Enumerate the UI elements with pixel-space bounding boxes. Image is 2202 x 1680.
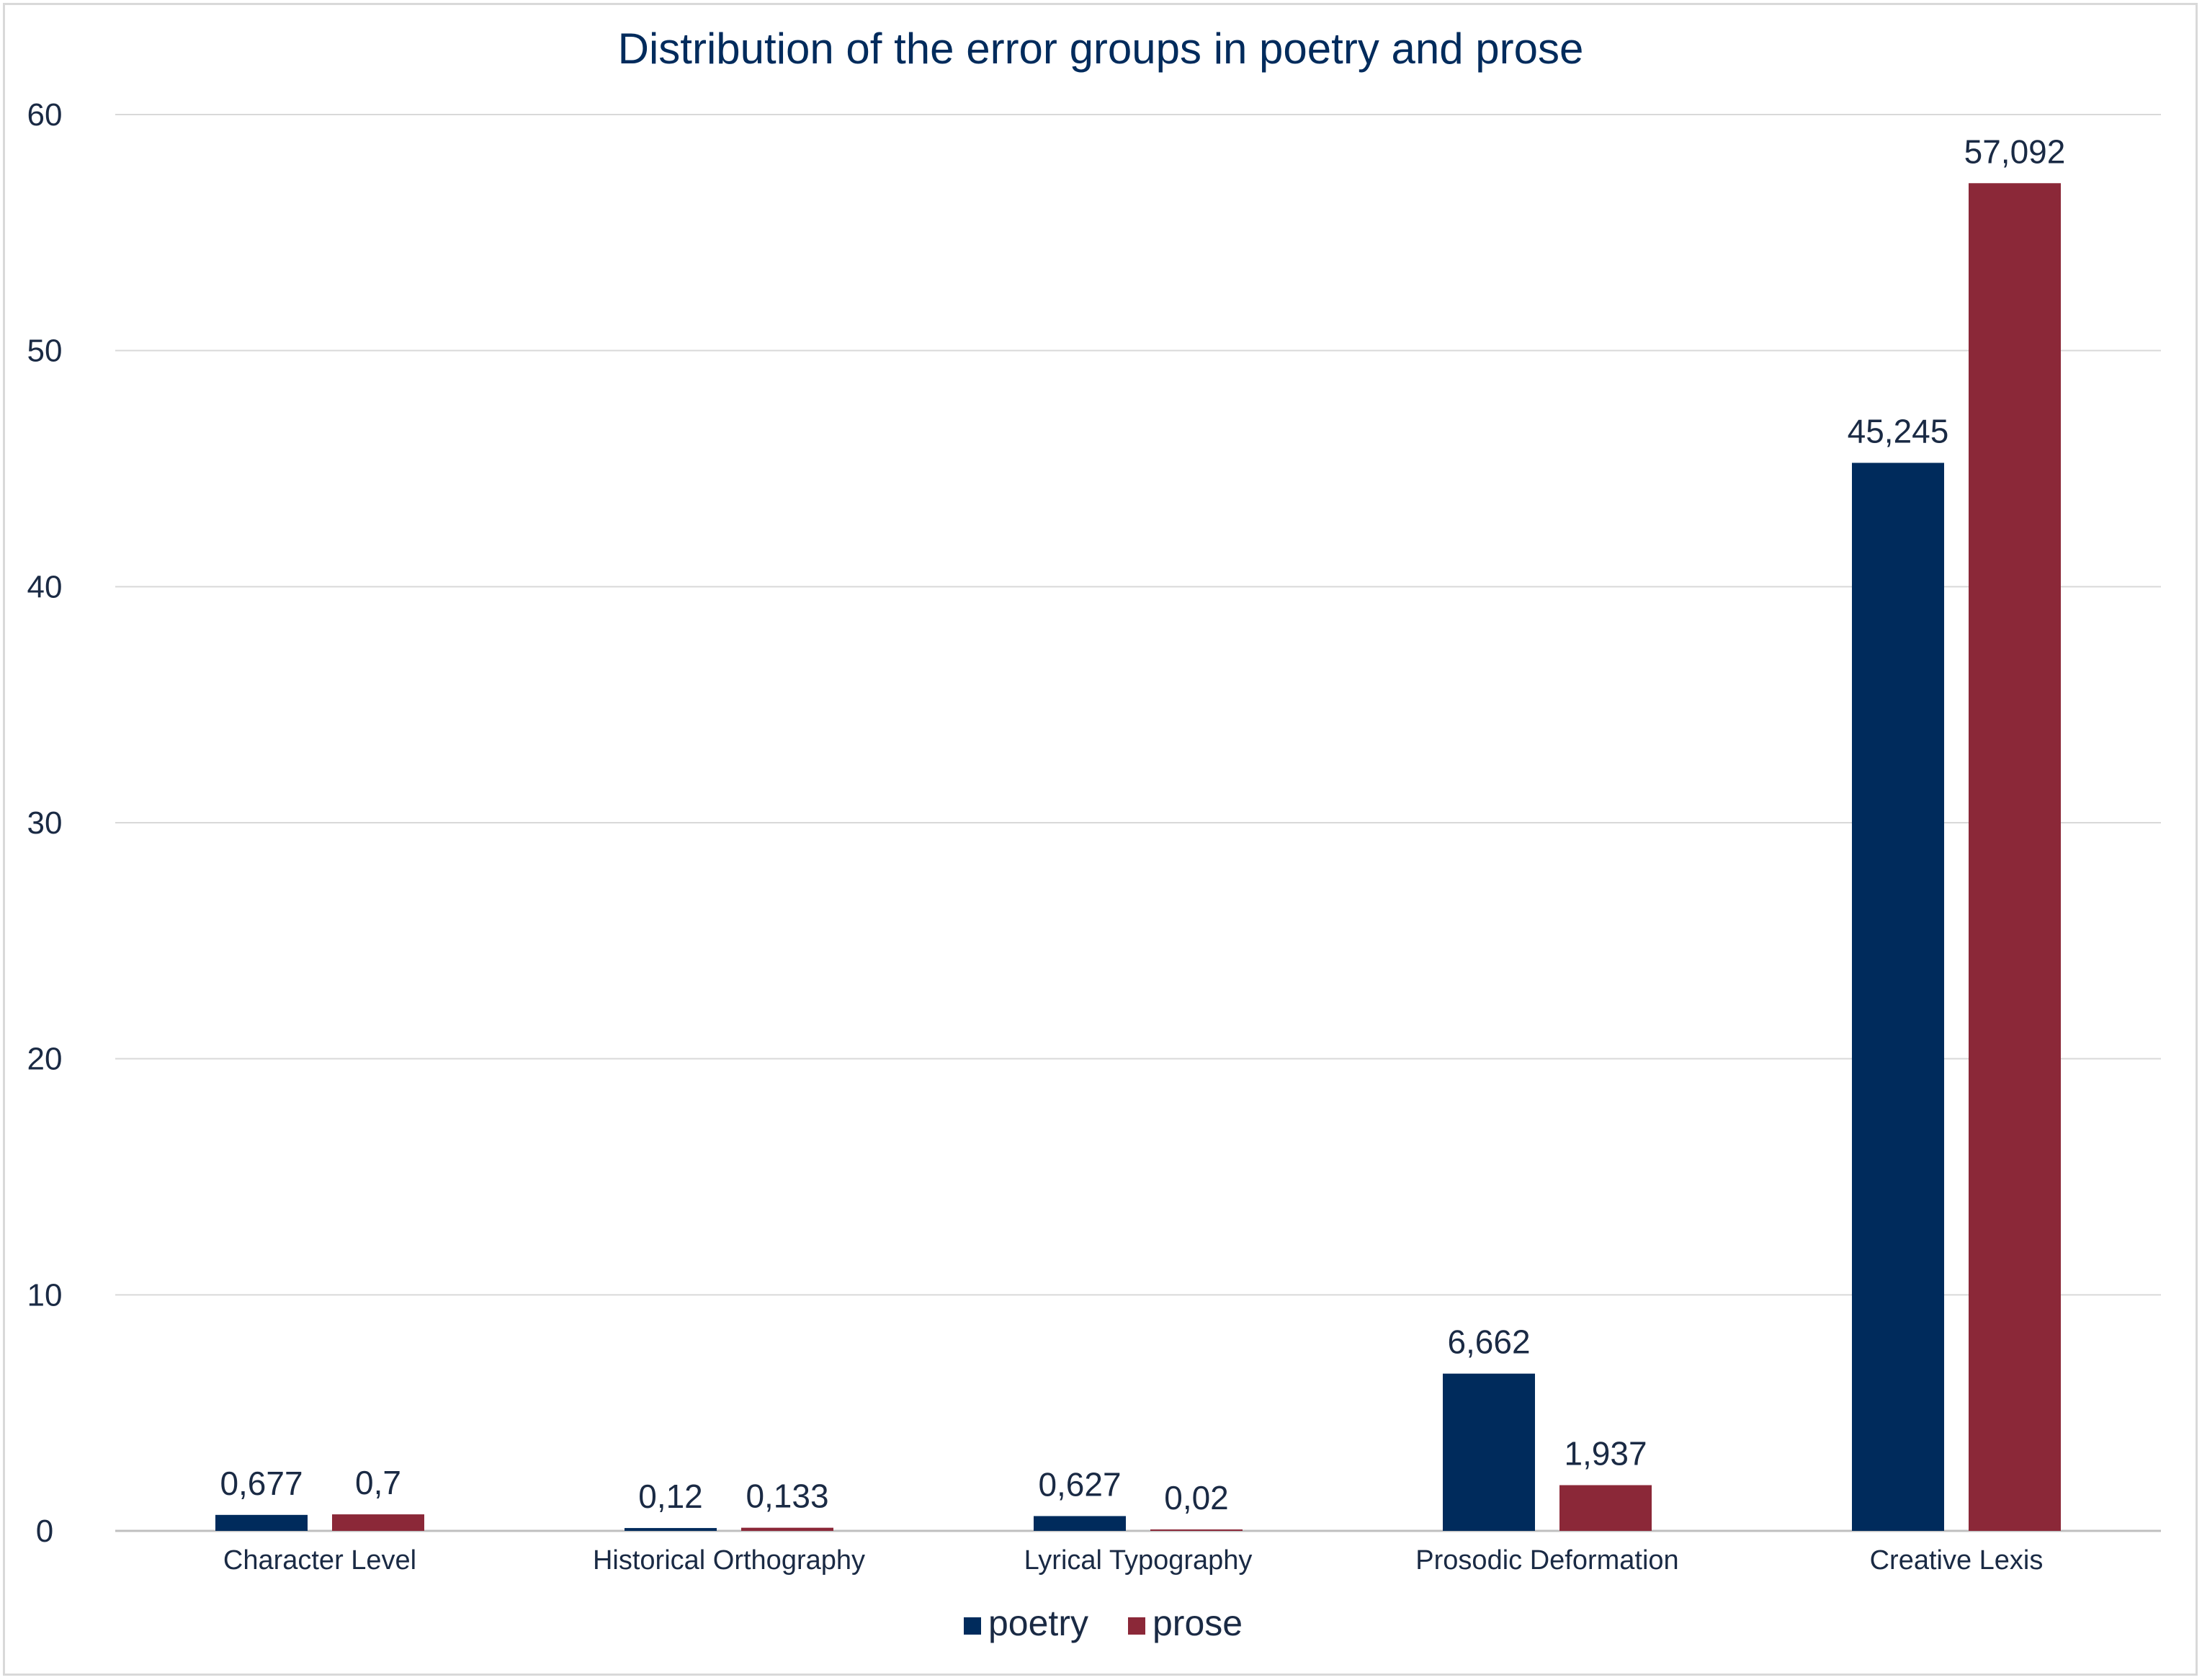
- data-label-poetry: 45,245: [1848, 412, 1949, 450]
- bar-prose: [1150, 1529, 1243, 1531]
- y-tick-label: 20: [27, 1042, 63, 1077]
- x-axis-categories: Character Level Historical Orthography Lyr…: [223, 1545, 2044, 1576]
- category-label: Creative Lexis: [1870, 1545, 2044, 1576]
- y-tick-label: 30: [27, 805, 63, 841]
- bar-poetry: [1852, 463, 1944, 1531]
- y-tick-label: 0: [36, 1514, 53, 1549]
- legend-label-prose: prose: [1153, 1603, 1243, 1643]
- data-label-poetry: 0,627: [1038, 1465, 1121, 1503]
- gridlines: [115, 114, 2161, 1532]
- y-tick-label: 40: [27, 569, 63, 604]
- bar-poetry: [1034, 1516, 1126, 1531]
- bar-prose: [332, 1514, 424, 1531]
- data-label-poetry: 0,12: [638, 1478, 703, 1515]
- y-tick-label: 60: [27, 97, 63, 133]
- bar-poetry: [625, 1528, 717, 1531]
- data-label-prose: 0,133: [746, 1478, 828, 1515]
- category-label: Lyrical Typography: [1024, 1545, 1253, 1576]
- category-label: Character Level: [223, 1545, 416, 1576]
- bar-prose: [1969, 183, 2061, 1532]
- data-label-poetry: 0,677: [220, 1465, 303, 1502]
- category-label: Historical Orthography: [593, 1545, 865, 1576]
- bar-prose: [1559, 1485, 1652, 1531]
- data-label-poetry: 6,662: [1447, 1323, 1530, 1361]
- data-label-prose: 1,937: [1564, 1435, 1647, 1473]
- data-label-prose: 0,02: [1164, 1479, 1229, 1516]
- y-tick-label: 50: [27, 334, 63, 369]
- legend-swatch-poetry: [964, 1617, 981, 1635]
- legend-swatch-prose: [1128, 1617, 1145, 1635]
- data-label-prose: 57,092: [1964, 133, 2066, 170]
- category-label: Prosodic Deformation: [1415, 1545, 1678, 1576]
- bars: [215, 183, 2061, 1532]
- data-label-prose: 0,7: [355, 1464, 401, 1501]
- y-tick-label: 10: [27, 1277, 63, 1313]
- chart-title: Distribution of the error groups in poet…: [618, 24, 1584, 73]
- bar-poetry: [215, 1514, 308, 1531]
- y-axis-ticks: 0 10 20 30 40 50 60: [27, 97, 63, 1549]
- legend-label-poetry: poetry: [988, 1603, 1088, 1643]
- bar-poetry: [1443, 1373, 1535, 1531]
- legend: poetry prose: [964, 1603, 1243, 1643]
- data-labels: 0,677 0,7 0,12 0,133 0,627 0,02 6,662 1,937 45,2…: [220, 133, 2065, 1516]
- chart-frame: [3, 3, 2198, 1676]
- bar-prose: [741, 1527, 833, 1531]
